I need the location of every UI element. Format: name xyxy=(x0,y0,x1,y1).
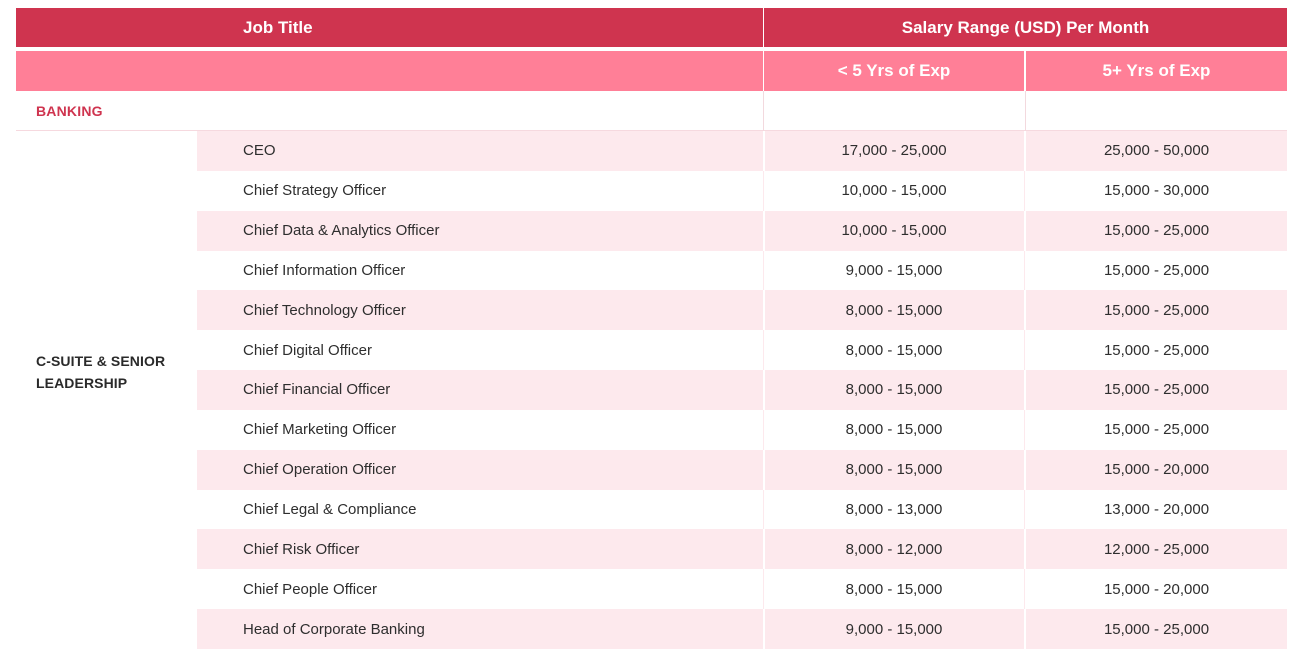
table-row: Chief Operation Officer 8,000 - 15,000 15,… xyxy=(197,449,1287,490)
column-divider xyxy=(1024,170,1025,211)
job-title-cell: Head of Corporate Banking xyxy=(243,620,425,638)
job-title-cell: Chief Digital Officer xyxy=(243,341,372,359)
job-title-cell: Chief People Officer xyxy=(243,580,377,598)
salary-less-than-5-cell: 8,000 - 15,000 xyxy=(845,301,943,319)
table-row: Chief People Officer 8,000 - 15,000 15,000… xyxy=(197,569,1287,610)
column-divider xyxy=(763,290,765,331)
table-row: Chief Financial Officer 8,000 - 15,000 15,… xyxy=(197,370,1287,410)
column-divider xyxy=(763,170,764,211)
table-body: CEO 17,000 - 25,000 25,000 - 50,000 Chief S… xyxy=(197,131,1287,649)
salary-less-than-5-cell: 9,000 - 15,000 xyxy=(845,261,943,279)
salary-more-than-5-cell: 15,000 - 20,000 xyxy=(1103,580,1210,598)
column-divider xyxy=(1025,91,1026,131)
salary-less-than-5-cell: 8,000 - 15,000 xyxy=(845,580,943,598)
job-title-cell: CEO xyxy=(243,142,276,160)
column-divider xyxy=(1024,131,1026,171)
column-divider xyxy=(1024,609,1026,649)
column-divider xyxy=(763,210,765,251)
table-row: Head of Corporate Banking 9,000 - 15,000 1… xyxy=(197,609,1287,649)
column-divider xyxy=(763,569,764,610)
header-row-primary: Job Title Salary Range (USD) Per Month xyxy=(16,8,1287,47)
column-divider xyxy=(763,449,765,490)
salary-more-than-5-cell: 15,000 - 25,000 xyxy=(1103,341,1210,359)
group-label: C-SUITE & SENIOR LEADERSHIP xyxy=(36,353,166,391)
job-title-cell: Chief Financial Officer xyxy=(243,381,391,399)
salary-more-than-5-cell: 15,000 - 25,000 xyxy=(1103,261,1210,279)
table-row: Chief Data & Analytics Officer 10,000 - 1… xyxy=(197,210,1287,251)
header-blank-cell xyxy=(16,51,763,91)
salary-less-than-5-cell: 8,000 - 12,000 xyxy=(845,540,943,558)
column-divider xyxy=(1024,409,1025,450)
table-row: Chief Risk Officer 8,000 - 12,000 12,000 -… xyxy=(197,529,1287,570)
column-divider xyxy=(763,91,764,131)
column-divider xyxy=(763,609,765,649)
column-divider xyxy=(1024,210,1026,251)
job-title-cell: Chief Operation Officer xyxy=(243,461,397,479)
salary-less-than-5-cell: 8,000 - 15,000 xyxy=(845,341,943,359)
job-title-cell: Chief Risk Officer xyxy=(243,540,360,558)
salary-more-than-5-cell: 15,000 - 25,000 xyxy=(1103,421,1210,439)
table-row: Chief Information Officer 9,000 - 15,000 1… xyxy=(197,250,1287,291)
table-row: Chief Legal & Compliance 8,000 - 13,000 13… xyxy=(197,489,1287,530)
salary-more-than-5-cell: 25,000 - 50,000 xyxy=(1103,142,1210,160)
salary-more-than-5-cell: 15,000 - 25,000 xyxy=(1103,301,1210,319)
table-row: CEO 17,000 - 25,000 25,000 - 50,000 xyxy=(197,131,1287,171)
salary-less-than-5-cell: 10,000 - 15,000 xyxy=(841,222,947,240)
salary-more-than-5-cell: 15,000 - 20,000 xyxy=(1103,461,1210,479)
column-divider xyxy=(763,409,764,450)
salary-more-than-5-cell: 15,000 - 25,000 xyxy=(1103,222,1210,240)
salary-less-than-5-cell: 8,000 - 15,000 xyxy=(845,421,943,439)
less-than-5-years-header: < 5 Yrs of Exp xyxy=(764,51,1024,91)
more-than-5-years-header: 5+ Yrs of Exp xyxy=(1026,51,1287,91)
job-title-header: Job Title xyxy=(16,8,763,47)
table-row: Chief Technology Officer 8,000 - 15,000 15… xyxy=(197,290,1287,331)
column-divider xyxy=(1024,529,1026,570)
job-title-cell: Chief Technology Officer xyxy=(243,301,406,319)
column-divider xyxy=(763,131,765,171)
column-divider xyxy=(1024,250,1025,291)
salary-less-than-5-cell: 10,000 - 15,000 xyxy=(841,182,947,200)
column-divider xyxy=(1024,569,1025,610)
section-row-banking: BANKING xyxy=(16,91,1287,131)
salary-range-header: Salary Range (USD) Per Month xyxy=(764,8,1287,47)
salary-more-than-5-cell: 15,000 - 25,000 xyxy=(1103,620,1210,638)
header-row-secondary: < 5 Yrs of Exp 5+ Yrs of Exp xyxy=(16,51,1287,91)
table-row: Chief Strategy Officer 10,000 - 15,000 15,… xyxy=(197,170,1287,211)
section-label: BANKING xyxy=(36,103,103,119)
job-title-cell: Chief Data & Analytics Officer xyxy=(243,222,440,240)
salary-less-than-5-cell: 17,000 - 25,000 xyxy=(841,142,947,160)
salary-more-than-5-cell: 15,000 - 30,000 xyxy=(1103,182,1210,200)
column-divider xyxy=(1024,290,1026,331)
salary-less-than-5-cell: 8,000 - 15,000 xyxy=(845,381,943,399)
column-divider xyxy=(763,250,764,291)
salary-more-than-5-cell: 13,000 - 20,000 xyxy=(1103,501,1210,519)
job-title-cell: Chief Legal & Compliance xyxy=(243,501,417,519)
column-divider xyxy=(763,489,764,530)
table-row: Chief Marketing Officer 8,000 - 15,000 15,… xyxy=(197,409,1287,450)
job-title-cell: Chief Marketing Officer xyxy=(243,421,397,439)
job-title-cell: Chief Information Officer xyxy=(243,261,406,279)
table-row: Chief Digital Officer 8,000 - 15,000 15,00… xyxy=(197,330,1287,371)
column-divider xyxy=(763,330,764,371)
salary-less-than-5-cell: 9,000 - 15,000 xyxy=(845,620,943,638)
column-divider xyxy=(763,370,765,410)
salary-less-than-5-cell: 8,000 - 15,000 xyxy=(845,461,943,479)
column-divider xyxy=(1024,449,1026,490)
salary-more-than-5-cell: 12,000 - 25,000 xyxy=(1103,540,1210,558)
column-divider xyxy=(1024,330,1025,371)
column-divider xyxy=(1024,489,1025,530)
salary-more-than-5-cell: 15,000 - 25,000 xyxy=(1103,381,1210,399)
job-title-cell: Chief Strategy Officer xyxy=(243,182,387,200)
salary-less-than-5-cell: 8,000 - 13,000 xyxy=(845,501,943,519)
column-divider xyxy=(763,529,765,570)
column-divider xyxy=(1024,370,1026,410)
